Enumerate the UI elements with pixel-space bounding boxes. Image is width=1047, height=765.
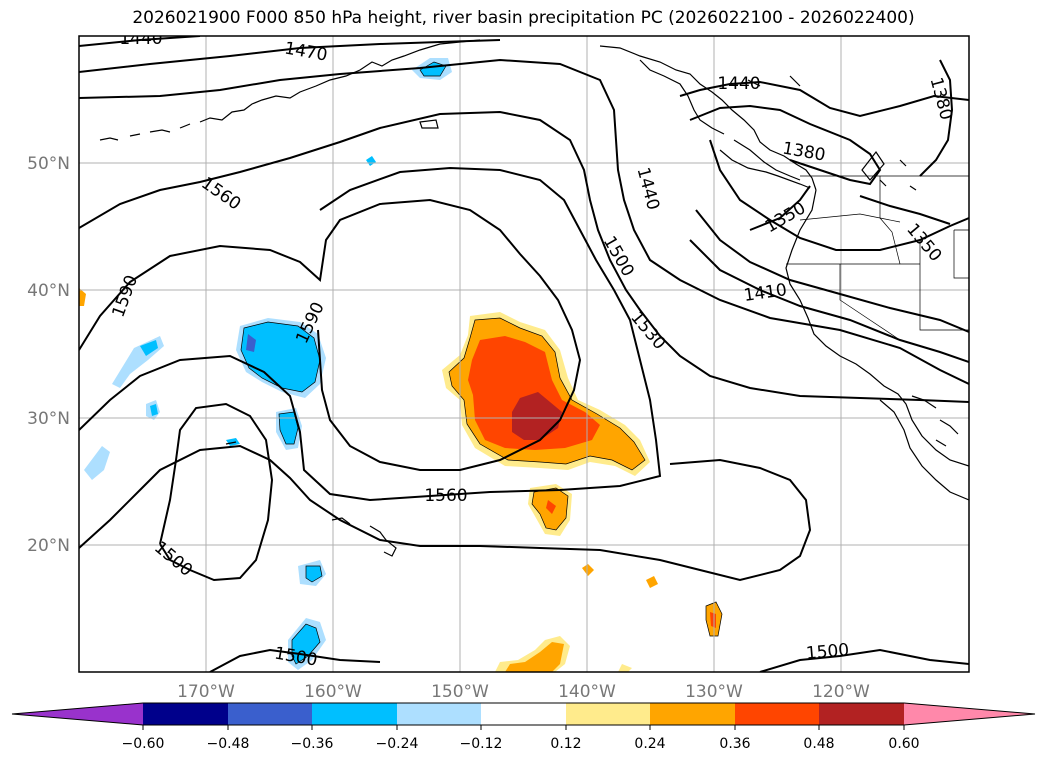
political-borders [786,175,969,341]
colorbar-tick-label: 0.12 [550,736,581,752]
map-content: 1440 1470 1440 1380 1380 1560 1440 1350 … [79,29,969,672]
colorbar: −0.60 −0.48 −0.36 −0.24 −0.12 0.12 0.24 … [11,702,1036,752]
precip-positive-darkred [512,392,562,440]
colorbar-tick-label: 0.60 [888,736,919,752]
lon-label: 120°W [812,682,870,702]
lon-label: 140°W [558,682,616,702]
colorbar-tick-label: −0.48 [207,736,250,752]
coastlines [99,39,969,557]
colorbar-tick-label: 0.24 [634,736,665,752]
colorbar-tick-label: −0.60 [122,736,165,752]
lat-label: 20°N [27,536,70,556]
precip-negative-dark-1 [246,334,256,352]
precip-positive-small-4 [618,664,632,672]
lat-label: 40°N [27,281,70,301]
colorbar-extend-high [904,703,1035,725]
latitude-labels: 50°N 40°N 30°N 20°N [27,154,70,556]
lon-label: 160°W [304,682,362,702]
lon-label: 170°W [177,682,235,702]
map-frame [78,35,970,673]
lat-label: 50°N [27,154,70,174]
longitude-labels: 170°W 160°W 150°W 140°W 130°W 120°W [177,682,870,702]
colorbar-segment [397,703,481,725]
precip-negative-mid-7 [150,404,158,416]
lon-label: 150°W [431,682,489,702]
precip-negative-mid-2 [279,412,298,444]
colorbar-ticks [142,725,905,730]
precip-positive-bottom-orange [505,642,564,672]
colorbar-tick-label: 0.36 [719,736,750,752]
precip-positive-south-red [546,500,556,514]
colorbar-segment [143,703,228,725]
colorbar-segment [735,703,819,725]
lon-label: 130°W [685,682,743,702]
precip-negative-mid-1 [241,322,320,392]
map-title: 2026021900 F000 850 hPa height, river ba… [132,8,915,28]
colorbar-segment [312,703,397,725]
precip-positive-small-2 [582,564,594,576]
precip-positive-edge [79,288,86,306]
contour-label: 1500 [805,640,850,664]
colorbar-segment [650,703,735,725]
colorbar-segment [481,703,566,725]
contour-label: 1440 [119,29,162,49]
height-contours [79,36,969,672]
colorbar-segment [228,703,312,725]
colorbar-tick-label: −0.12 [460,736,503,752]
colorbar-tick-label: −0.36 [291,736,334,752]
contour-label: 1560 [424,486,467,506]
colorbar-extend-low [12,703,143,725]
graticule [79,36,969,672]
precip-negative-mid-5 [140,340,158,356]
precip-positive-small-3 [646,576,658,588]
colorbar-tick-label: 0.48 [803,736,834,752]
precip-positive-red [468,336,600,450]
lat-label: 30°N [27,409,70,429]
colorbar-segment [566,703,650,725]
colorbar-segment [819,703,904,725]
colorbar-tick-label: −0.24 [376,736,419,752]
precip-shading [79,58,722,672]
precip-negative-light-6 [84,446,110,480]
contour-label: 1440 [717,74,760,94]
